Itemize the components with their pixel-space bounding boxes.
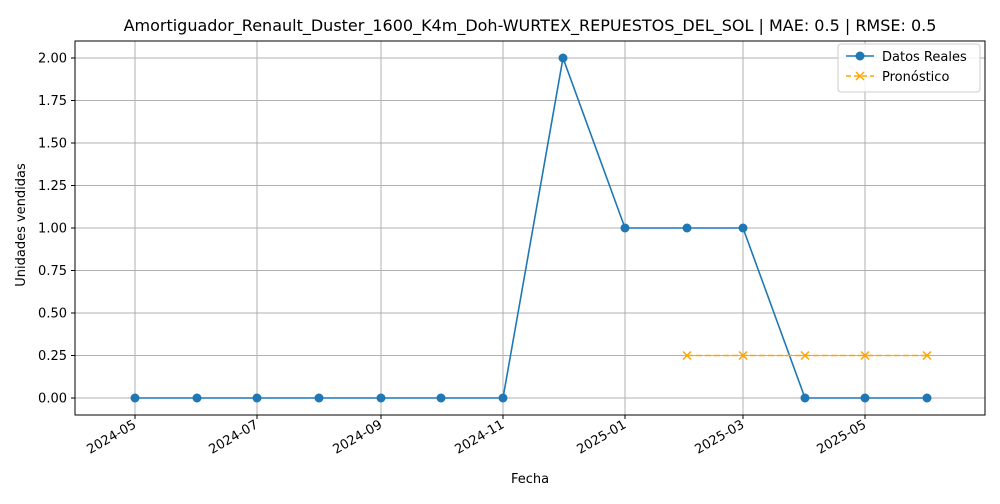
data-point-series-0 [682,223,692,233]
chart-title: Amortiguador_Renault_Duster_1600_K4m_Doh… [124,16,937,36]
y-tick-label: 2.00 [38,52,67,67]
y-tick-label: 1.75 [38,94,67,109]
legend-marker-datos-reales [855,51,865,61]
y-axis-ticks: 0.00 0.25 0.50 0.75 1.00 1.25 1.50 1.75 2.00 [38,52,75,407]
plot-frame [74,40,986,416]
data-point-series-1 [738,350,748,361]
y-tick-label: 0.50 [38,307,67,322]
series-line-0 [135,54,927,399]
data-point-series-0 [620,223,630,233]
data-point-series-1 [860,350,870,361]
data-point-series-0 [436,393,446,403]
data-point-series-0 [558,53,568,63]
data-point-series-0 [860,393,870,403]
data-point-series-0 [252,393,262,403]
data-point-series-0 [922,393,932,403]
data-point-series-0 [130,393,140,403]
y-tick-label: 0.00 [38,392,67,407]
data-point-series-0 [800,393,810,403]
y-tick-label: 1.25 [38,179,67,194]
y-tick-label: 1.00 [38,222,67,237]
data-point-series-0 [498,393,508,403]
legend-label-pronostico: Pronóstico [882,70,949,85]
data-point-series-1 [800,350,810,361]
data-point-series-1 [922,350,932,361]
legend: Datos Reales Pronóstico [837,43,981,93]
y-axis-label: Unidades vendidas [14,163,29,287]
y-tick-label: 1.50 [38,137,67,152]
data-point-series-1 [682,350,692,361]
series-layer [130,53,932,403]
legend-label-datos-reales: Datos Reales [882,50,967,65]
y-tick-label: 0.25 [38,349,67,364]
data-point-series-0 [192,393,202,403]
data-point-series-0 [738,223,748,233]
data-point-series-0 [314,393,324,403]
data-point-series-0 [376,393,386,403]
legend-marker-pronostico [855,71,865,81]
x-axis-label: Fecha [511,472,549,487]
y-tick-label: 0.75 [38,264,67,279]
